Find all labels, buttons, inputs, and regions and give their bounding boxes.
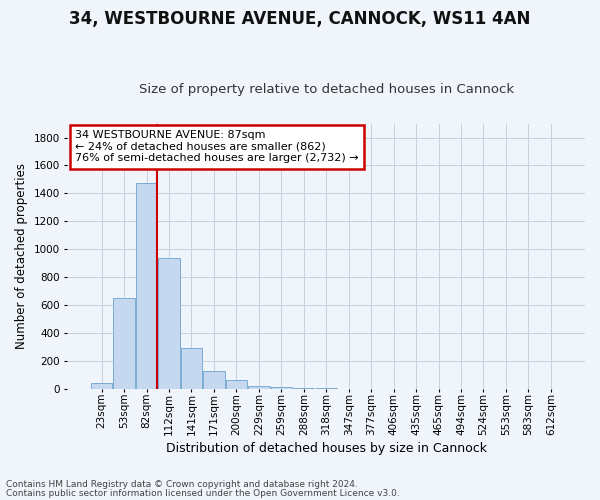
Text: 34 WESTBOURNE AVENUE: 87sqm
← 24% of detached houses are smaller (862)
76% of se: 34 WESTBOURNE AVENUE: 87sqm ← 24% of det… xyxy=(75,130,359,164)
X-axis label: Distribution of detached houses by size in Cannock: Distribution of detached houses by size … xyxy=(166,442,487,455)
Bar xyxy=(181,348,202,389)
Bar xyxy=(158,258,179,389)
Bar xyxy=(226,380,247,389)
Bar xyxy=(248,386,269,389)
Bar xyxy=(203,372,224,389)
Text: Contains public sector information licensed under the Open Government Licence v3: Contains public sector information licen… xyxy=(6,490,400,498)
Bar xyxy=(271,388,292,389)
Bar xyxy=(113,298,135,389)
Title: Size of property relative to detached houses in Cannock: Size of property relative to detached ho… xyxy=(139,83,514,96)
Text: 34, WESTBOURNE AVENUE, CANNOCK, WS11 4AN: 34, WESTBOURNE AVENUE, CANNOCK, WS11 4AN xyxy=(70,10,530,28)
Y-axis label: Number of detached properties: Number of detached properties xyxy=(15,163,28,349)
Bar xyxy=(91,384,112,389)
Bar xyxy=(136,183,157,389)
Bar xyxy=(293,388,314,389)
Text: Contains HM Land Registry data © Crown copyright and database right 2024.: Contains HM Land Registry data © Crown c… xyxy=(6,480,358,489)
